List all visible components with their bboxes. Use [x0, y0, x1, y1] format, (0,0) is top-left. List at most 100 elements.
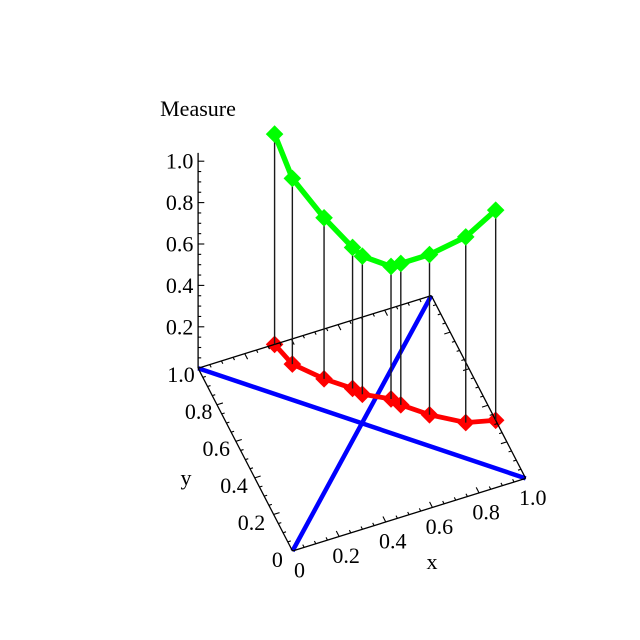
x-axis-tick — [512, 479, 515, 483]
base-path-marker-2 — [283, 355, 302, 373]
measure-curve-marker-9 — [456, 228, 475, 246]
y-axis-tick — [212, 394, 216, 397]
far-y1-tick — [372, 313, 375, 317]
x-axis-title: x — [427, 549, 438, 574]
z-tick-label: 0.6 — [166, 232, 194, 257]
far-y1-tick — [407, 302, 410, 306]
y-axis-tick — [287, 540, 291, 543]
x-axis-tick — [302, 544, 305, 548]
measure-curve-line — [271, 131, 499, 270]
y-axis-tick — [202, 375, 206, 378]
far-y1-tick — [325, 328, 329, 332]
y-tick-label: 0 — [272, 547, 283, 572]
y-axis-tick — [249, 467, 254, 470]
x-axis-tick — [488, 486, 492, 490]
y-axis-tick — [240, 449, 244, 451]
axes-layer — [197, 152, 527, 552]
y-axis-tick — [226, 421, 230, 424]
far-y1-tick — [279, 342, 282, 346]
y-axis-tick — [221, 412, 225, 415]
far-x1-tick — [489, 413, 493, 416]
z-tick-label: 0.4 — [166, 273, 194, 298]
y-tick-label: 0.2 — [238, 510, 266, 535]
far-y1-tick — [244, 353, 249, 360]
y-axis-tick — [259, 485, 263, 488]
x-axis-tick — [372, 522, 375, 526]
far-x1-tick — [432, 304, 437, 307]
y-axis-tick — [278, 522, 282, 525]
y-axis-tick — [273, 512, 280, 515]
measure-curve-marker-10 — [486, 201, 505, 219]
far-y1-tick — [255, 349, 259, 354]
measure-curve-marker-2 — [283, 169, 302, 188]
x-tick-label: 0.8 — [472, 499, 500, 524]
y-axis-tick — [254, 475, 261, 479]
y-axis-tick — [282, 531, 287, 534]
far-x1-tick — [494, 423, 498, 426]
far-y1-tick — [314, 331, 317, 335]
base-diagonal-2 — [197, 366, 527, 481]
drop-lines-layer — [273, 134, 497, 423]
z-tick-label: 0.2 — [166, 314, 194, 339]
measure-curve-marker-4 — [343, 238, 362, 257]
x-axis-tick — [335, 530, 340, 537]
far-x1-tick — [451, 340, 456, 343]
x-axis-tick — [407, 511, 410, 515]
x-axis-tick — [442, 500, 445, 505]
far-x1-tick — [517, 468, 522, 471]
y-axis-tick — [235, 438, 242, 442]
far-x1-tick — [444, 331, 451, 335]
x-axis-tick — [465, 493, 468, 497]
measure-curve-marker-5 — [353, 247, 372, 266]
y-axis-tick — [230, 430, 235, 433]
y-axis-tick — [207, 385, 211, 388]
far-y1-tick — [209, 364, 212, 368]
far-y1-tick — [337, 324, 342, 331]
y-tick-label: 0.8 — [185, 399, 213, 424]
far-y1-tick — [232, 357, 235, 361]
measure-curve-marker-8 — [420, 245, 439, 264]
far-y1-tick — [395, 306, 399, 310]
far-x1-tick — [500, 441, 507, 445]
far-x1-tick — [437, 313, 441, 316]
y-tick-label: 1.0 — [167, 362, 195, 387]
base-path-marker-9 — [456, 413, 475, 432]
base-path-line — [272, 341, 499, 425]
far-x1-tick — [513, 459, 517, 462]
y-axis-tick — [245, 458, 249, 461]
x-tick-label: 0 — [294, 558, 305, 583]
x-axis-tick — [418, 508, 422, 512]
x-axis-tick — [429, 501, 433, 508]
far-x1-tick — [461, 359, 465, 362]
x-tick-label: 0.6 — [426, 514, 454, 539]
x-axis-tick — [500, 482, 503, 486]
far-x1-tick — [481, 404, 489, 408]
far-y1-tick — [220, 360, 224, 364]
far-x1-tick — [498, 432, 503, 435]
x-tick-label: 0.2 — [332, 543, 360, 568]
x-axis-tick — [395, 515, 398, 519]
measure-curve-marker-7 — [392, 254, 410, 273]
far-x1-tick — [475, 386, 479, 389]
x-axis-tick — [360, 526, 363, 530]
x-axis-tick — [382, 516, 387, 523]
z-tick-label: 0.8 — [166, 190, 194, 215]
far-x1-tick — [480, 395, 484, 398]
y-tick-label: 0.4 — [220, 473, 248, 498]
x-axis-tick — [475, 487, 480, 494]
far-y1-tick — [384, 309, 388, 316]
y-tick-label: 0.6 — [203, 436, 231, 461]
base-diagonals-layer — [197, 294, 527, 553]
measure-curve-layer — [265, 125, 505, 276]
z-axis-title: Measure — [160, 96, 236, 121]
far-y1-tick — [419, 298, 422, 303]
far-y1-tick — [302, 335, 305, 339]
y-axis-tick — [216, 402, 224, 406]
y-axis-tick — [264, 494, 268, 497]
tick-labels-layer: 00.20.40.60.81.000.20.40.60.81.00.20.40.… — [166, 149, 547, 583]
far-y1-tick — [267, 346, 270, 350]
measure-curve-marker-1 — [265, 125, 284, 143]
base-path-marker-4 — [343, 379, 362, 398]
